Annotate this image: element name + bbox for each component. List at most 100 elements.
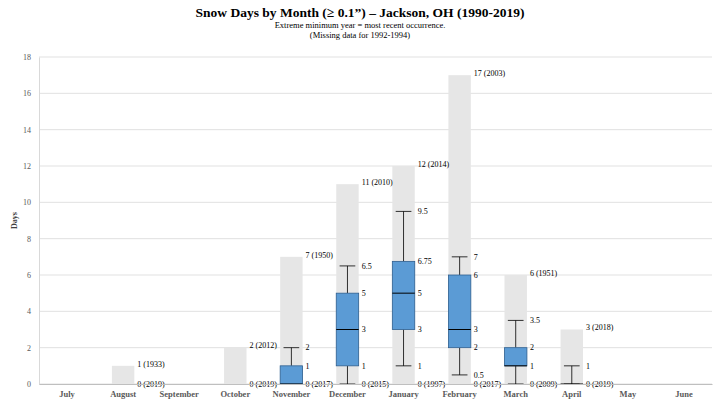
x-axis-line [40,384,713,385]
y-axis-title: Days [10,212,19,229]
max-bar [504,275,526,384]
box [336,293,358,366]
y-tick-label: 8 [27,235,31,244]
whisker-low-cap [340,384,356,385]
whisker-low [515,366,516,384]
subtitle: Extreme minimum year = most recent occur… [275,20,446,30]
whisker-high-cap [452,256,468,257]
box [448,275,470,348]
x-tick: December [329,384,366,399]
box-label: 3 [362,325,366,334]
grid-line [39,129,712,130]
max-label: 1 (1933) [137,360,165,369]
box-label: 6.75 [418,257,432,266]
x-tick-label: February [442,389,477,399]
max-bar [392,166,414,384]
whisker-high [291,348,292,366]
whisker-high-cap [508,320,524,321]
whisker-low [347,366,348,384]
whisker-low [403,330,404,366]
y-tick: 14 [23,126,39,135]
grid [39,57,712,384]
y-tick-label: 4 [27,307,31,316]
x-tick: March [504,384,529,399]
median [392,293,414,294]
whisker-high [515,320,516,347]
chart: Snow Days by Month (≥ 0.1”) – Jackson, O… [0,0,720,405]
median [280,384,302,385]
y-tick-label: 0 [27,380,31,389]
whisker-high [459,257,460,275]
max-label: 6 (1951) [530,269,558,278]
x-tick-label: January [388,389,419,399]
median [448,329,470,330]
x-tick: May [620,384,637,399]
max-label: 7 (1950) [306,251,334,260]
median [336,329,358,330]
whisker-high-cap [564,365,580,366]
whisker-high-cap [340,265,356,266]
box-label: 2 [474,343,478,352]
box-label: 1 [586,362,590,371]
box [561,384,583,385]
box-label: 9.5 [418,207,428,216]
median [561,384,583,385]
x-tick: October [220,384,250,399]
y-tick-label: 10 [23,198,31,207]
y-tick: 2 [27,344,39,353]
y-tick: 4 [27,307,39,316]
grid-line [39,57,712,58]
x-tick-label: July [59,389,75,399]
box-label: 3 [418,325,422,334]
y-tick-label: 12 [23,162,31,171]
box-label: 2 [306,343,310,352]
whisker-high-cap [396,211,412,212]
x-tick-label: June [675,389,693,399]
x-tick-label: November [272,389,310,399]
max-label: 17 (2003) [474,69,506,78]
labels: 1 (1933)0 (2019)2 (2012)0 (2019)7 (1950)… [137,69,613,389]
x-tick-label: December [329,389,366,399]
x-tick-label: March [504,389,529,399]
whisker-high [347,266,348,293]
marks [112,75,583,384]
x-tick: February [442,384,477,399]
whisker-low-cap [396,365,412,366]
grid-line [39,93,712,94]
y-tick: 6 [27,271,39,280]
box-label: 1 [362,362,366,371]
x-axis: JulyAugustSeptemberOctoberNovemberDecemb… [40,384,713,399]
whisker-low-cap [452,374,468,375]
box-label: 2 [530,343,534,352]
box [504,348,526,366]
x-tick: January [388,384,419,399]
y-tick: 18 [23,53,39,62]
max-label: 12 (2014) [418,160,450,169]
box-label: 3.5 [530,316,540,325]
x-tick-label: May [620,389,637,399]
x-tick: November [272,384,310,399]
max-bar [561,330,583,385]
max-label: 3 (2018) [586,323,614,332]
subtitle: (Missing data for 1992-1994) [310,30,411,40]
grid-line [39,238,712,239]
x-tick: April [562,384,582,399]
whisker-high [571,366,572,384]
whisker-low-cap [508,384,524,385]
x-tick-label: April [562,389,582,399]
y-axis: 0 2 4 6 8 10 12 14 16 18 [23,53,40,389]
x-tick: June [675,384,693,399]
y-tick: 0 [27,380,39,389]
y-tick-label: 16 [23,89,31,98]
y-tick-label: 14 [23,126,31,135]
y-tick-label: 2 [27,344,31,353]
max-bar [280,257,302,384]
max-bar [112,366,134,384]
max-bar [448,75,470,384]
y-tick: 16 [23,89,39,98]
box-label: 3 [474,325,478,334]
y-tick-label: 18 [23,53,31,62]
y-tick-label: 6 [27,271,31,280]
grid-line [39,311,712,312]
title: Snow Days by Month (≥ 0.1”) – Jackson, O… [196,5,525,20]
